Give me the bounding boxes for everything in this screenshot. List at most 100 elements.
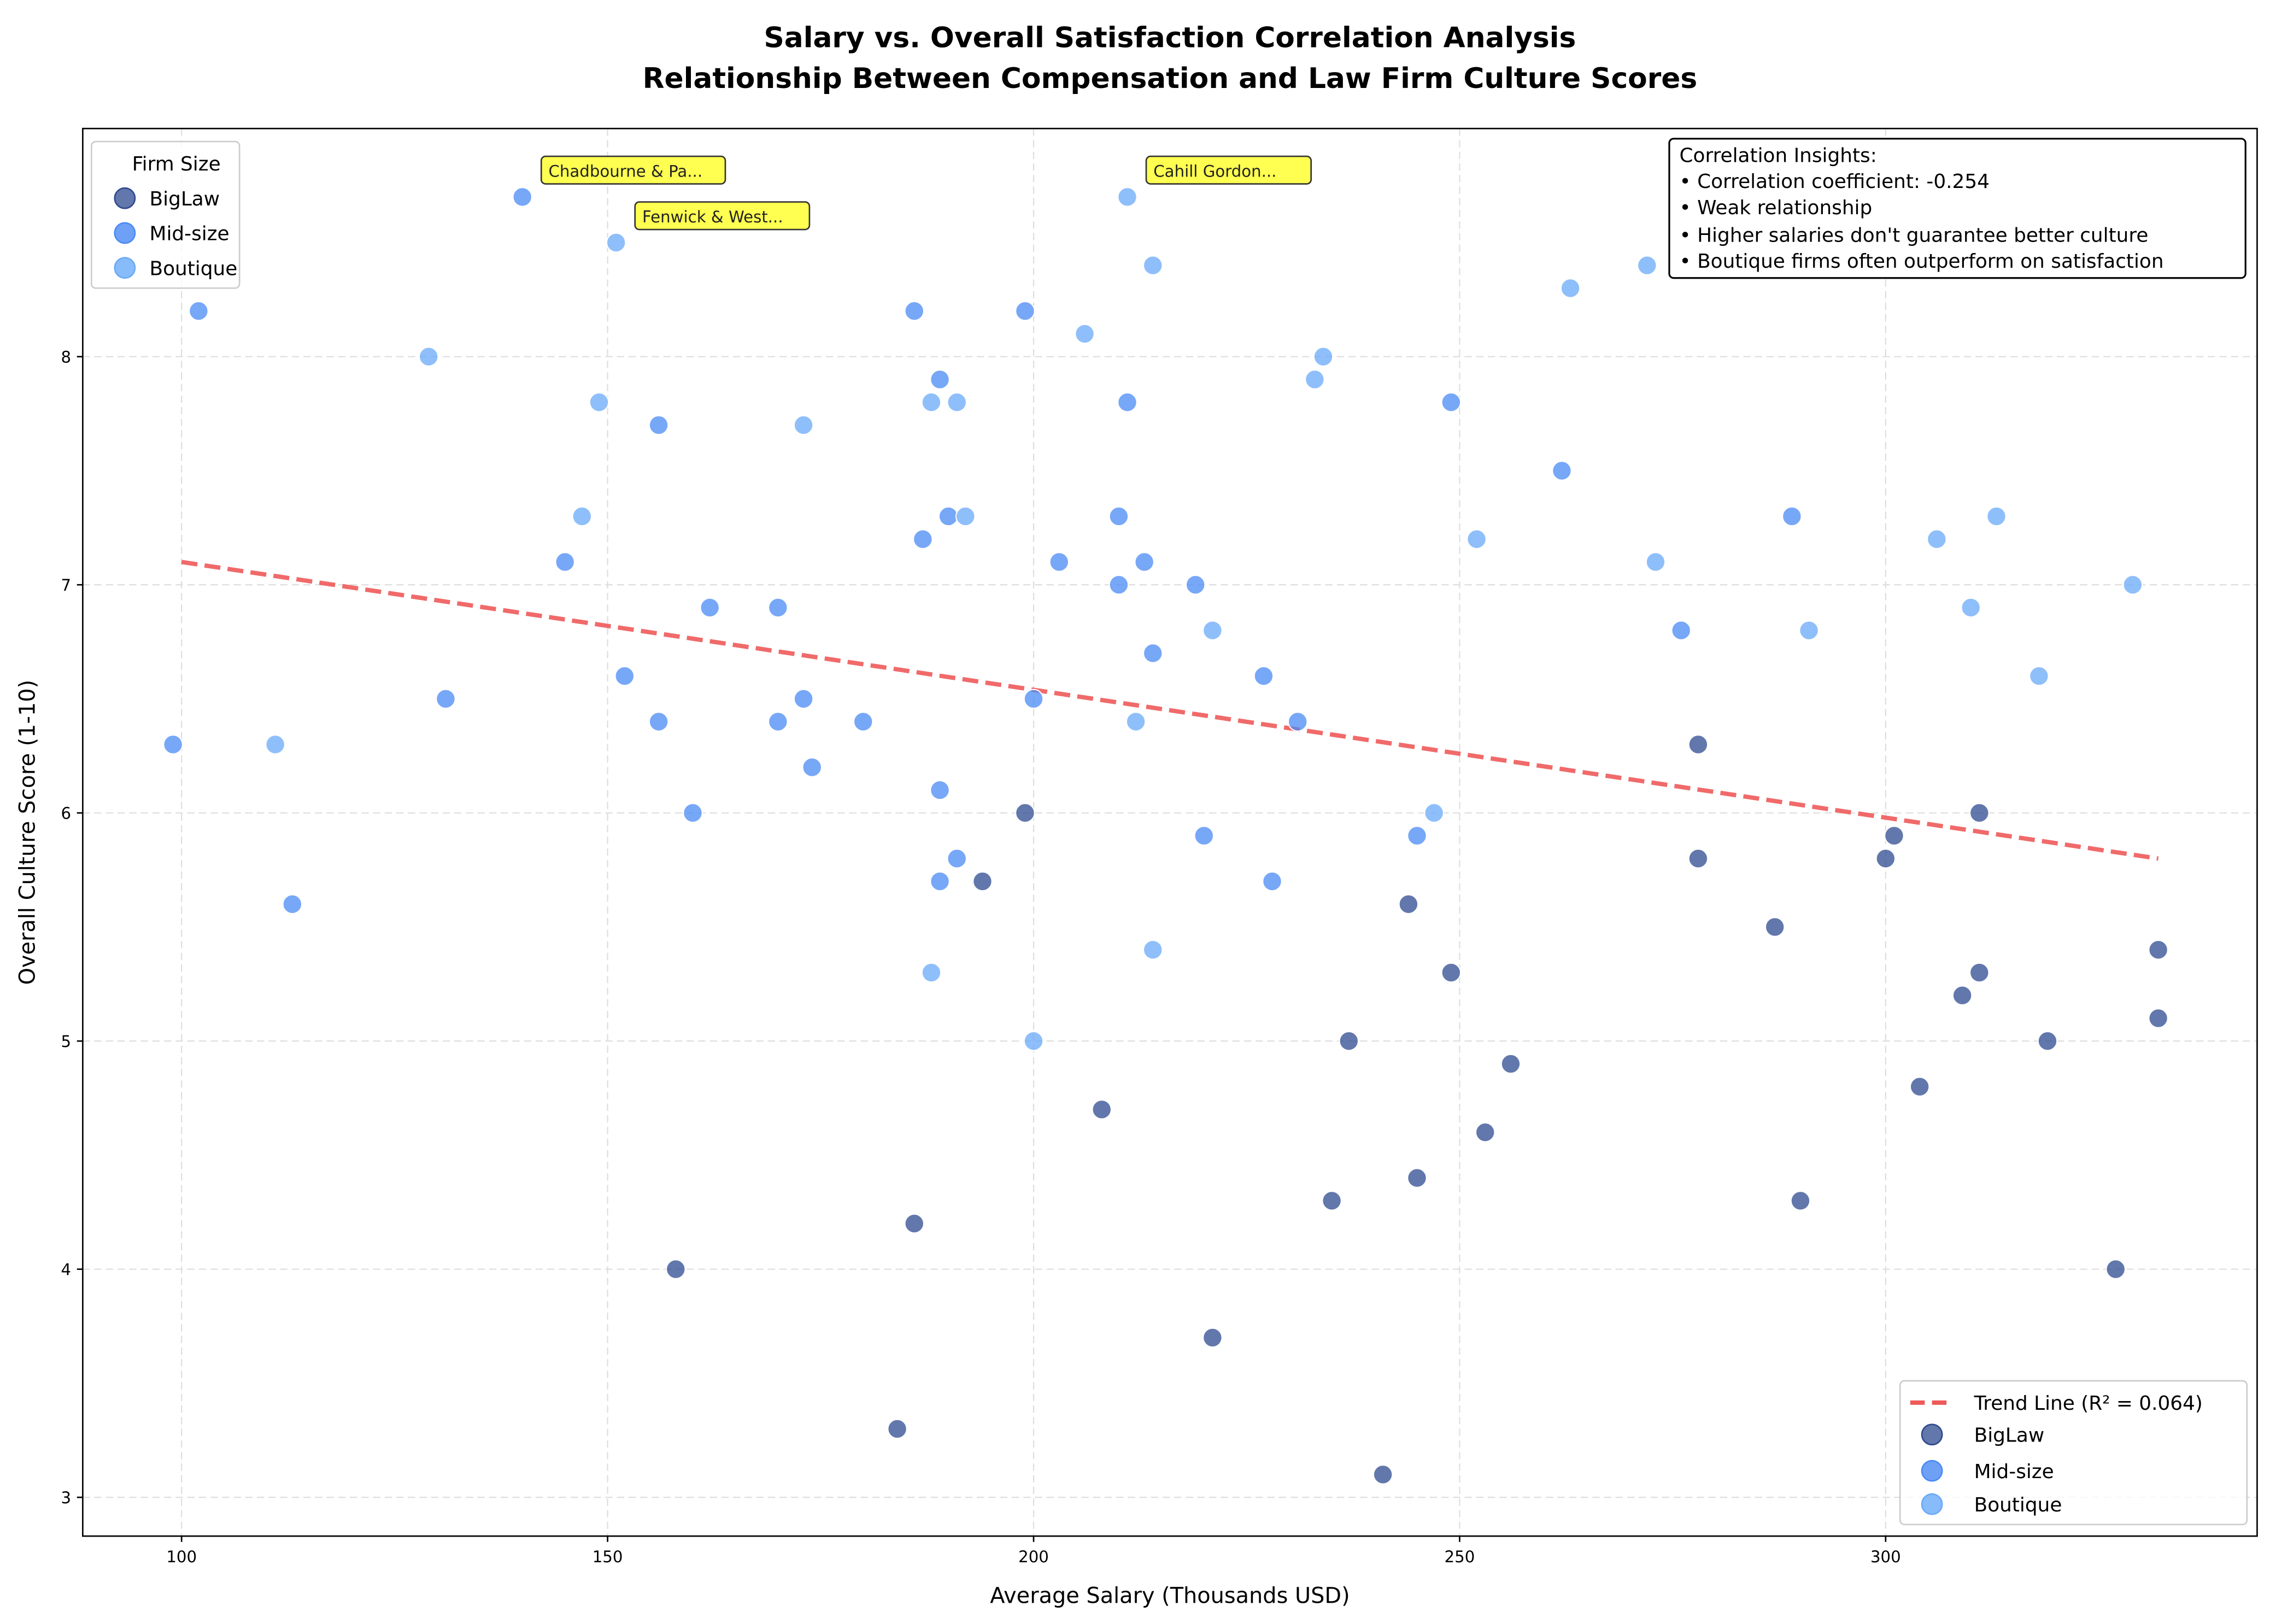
legend-label-biglaw: BigLaw xyxy=(150,188,220,210)
legend-label-boutique: Boutique xyxy=(1974,1494,2062,1516)
x-axis-label: Average Salary (Thousands USD) xyxy=(990,1583,1350,1608)
legend-label-biglaw: BigLaw xyxy=(1974,1425,2045,1447)
trend-line xyxy=(181,560,2159,861)
point-midsize xyxy=(614,666,635,686)
point-midsize xyxy=(163,734,183,755)
legend-label-boutique: Boutique xyxy=(150,257,238,280)
point-boutique xyxy=(1645,552,1666,572)
legend-title: Firm Size xyxy=(132,153,221,175)
point-biglaw xyxy=(1790,1191,1811,1211)
point-midsize xyxy=(768,597,788,618)
point-midsize xyxy=(683,803,703,823)
point-midsize xyxy=(700,597,720,618)
point-boutique xyxy=(1927,529,1947,550)
x-tick-label: 200 xyxy=(1018,1547,1049,1566)
point-boutique xyxy=(1142,255,1163,276)
point-biglaw xyxy=(1884,826,1904,846)
legend-marker-midsize xyxy=(114,222,136,244)
point-biglaw xyxy=(1441,962,1462,983)
point-midsize xyxy=(1049,552,1070,572)
point-boutique xyxy=(1117,187,1137,207)
point-midsize xyxy=(189,301,209,321)
point-boutique xyxy=(1313,346,1334,367)
point-biglaw xyxy=(2148,1008,2168,1028)
point-biglaw xyxy=(904,1213,925,1234)
point-midsize xyxy=(1185,574,1206,595)
point-midsize xyxy=(1134,552,1154,572)
point-boutique xyxy=(589,392,609,413)
point-midsize xyxy=(1441,392,1462,413)
point-biglaw xyxy=(2148,939,2168,960)
point-boutique xyxy=(1142,939,1163,960)
point-biglaw xyxy=(1764,917,1785,937)
point-boutique xyxy=(921,962,942,983)
point-biglaw xyxy=(887,1419,907,1439)
insights-line: • Boutique firms often outperform on sat… xyxy=(1680,250,2164,273)
legend-label-midsize: Mid-size xyxy=(150,223,230,245)
annotation-label: Chadbourne & Pa... xyxy=(549,162,703,180)
point-boutique xyxy=(1125,711,1146,732)
point-biglaw xyxy=(1398,894,1419,915)
annotation-box xyxy=(634,201,811,231)
point-boutique xyxy=(1075,323,1095,344)
point-biglaw xyxy=(972,871,993,892)
point-boutique xyxy=(265,734,285,755)
legend-marker-boutique xyxy=(1921,1493,1943,1515)
point-midsize xyxy=(1117,392,1137,413)
point-boutique xyxy=(1202,620,1223,641)
point-midsize xyxy=(1253,666,1274,686)
point-boutique xyxy=(1023,1031,1044,1051)
point-boutique xyxy=(1961,597,1981,618)
point-midsize xyxy=(904,301,925,321)
point-midsize xyxy=(930,369,950,390)
point-biglaw xyxy=(665,1259,686,1280)
point-boutique xyxy=(921,392,942,413)
y-axis-label: Overall Culture Score (1-10) xyxy=(15,680,40,985)
point-boutique xyxy=(1305,369,1325,390)
point-midsize xyxy=(793,689,814,709)
point-midsize xyxy=(1108,574,1129,595)
insights-line: • Correlation coefficient: -0.254 xyxy=(1680,170,1990,193)
point-biglaw xyxy=(1092,1099,1112,1120)
point-boutique xyxy=(1467,529,1487,550)
point-midsize xyxy=(1015,301,1035,321)
y-tick-label: 6 xyxy=(61,804,72,822)
x-tick-label: 100 xyxy=(166,1547,197,1566)
x-tick-label: 250 xyxy=(1445,1547,1475,1566)
chart-subtitle: Relationship Between Compensation and La… xyxy=(643,62,1697,95)
firm-size-legend: Firm Size BigLaw Mid-size Boutique xyxy=(90,140,240,289)
point-midsize xyxy=(802,757,823,778)
point-midsize xyxy=(938,506,959,527)
y-tick-label: 3 xyxy=(61,1488,72,1507)
insights-line: • Higher salaries don't guarantee better… xyxy=(1680,224,2149,246)
legend-label-midsize: Mid-size xyxy=(1974,1461,2054,1483)
legend-marker-boutique xyxy=(114,257,136,279)
point-boutique xyxy=(572,506,593,527)
point-midsize xyxy=(853,711,873,732)
point-biglaw xyxy=(1475,1122,1495,1143)
point-midsize xyxy=(930,780,950,801)
point-biglaw xyxy=(1339,1031,1359,1051)
point-midsize xyxy=(436,689,456,709)
point-midsize xyxy=(1407,826,1427,846)
point-boutique xyxy=(1986,506,2007,527)
point-boutique xyxy=(2122,574,2143,595)
point-boutique xyxy=(418,346,439,367)
point-biglaw xyxy=(1688,734,1709,755)
point-midsize xyxy=(1262,871,1282,892)
point-biglaw xyxy=(1322,1191,1342,1211)
point-boutique xyxy=(793,415,814,436)
point-biglaw xyxy=(2105,1259,2126,1280)
point-biglaw xyxy=(1909,1076,1930,1097)
legend-marker-biglaw xyxy=(114,187,136,209)
point-biglaw xyxy=(1688,848,1709,869)
point-biglaw xyxy=(1500,1054,1521,1074)
point-biglaw xyxy=(1969,803,1990,823)
point-biglaw xyxy=(1407,1168,1427,1188)
legend-label-trend: Trend Line (R² = 0.064) xyxy=(1974,1392,2203,1415)
point-boutique xyxy=(1637,255,1657,276)
legend-marker-midsize xyxy=(1921,1460,1943,1482)
x-tick-label: 150 xyxy=(593,1547,623,1566)
insights-line: • Weak relationship xyxy=(1680,197,1873,219)
